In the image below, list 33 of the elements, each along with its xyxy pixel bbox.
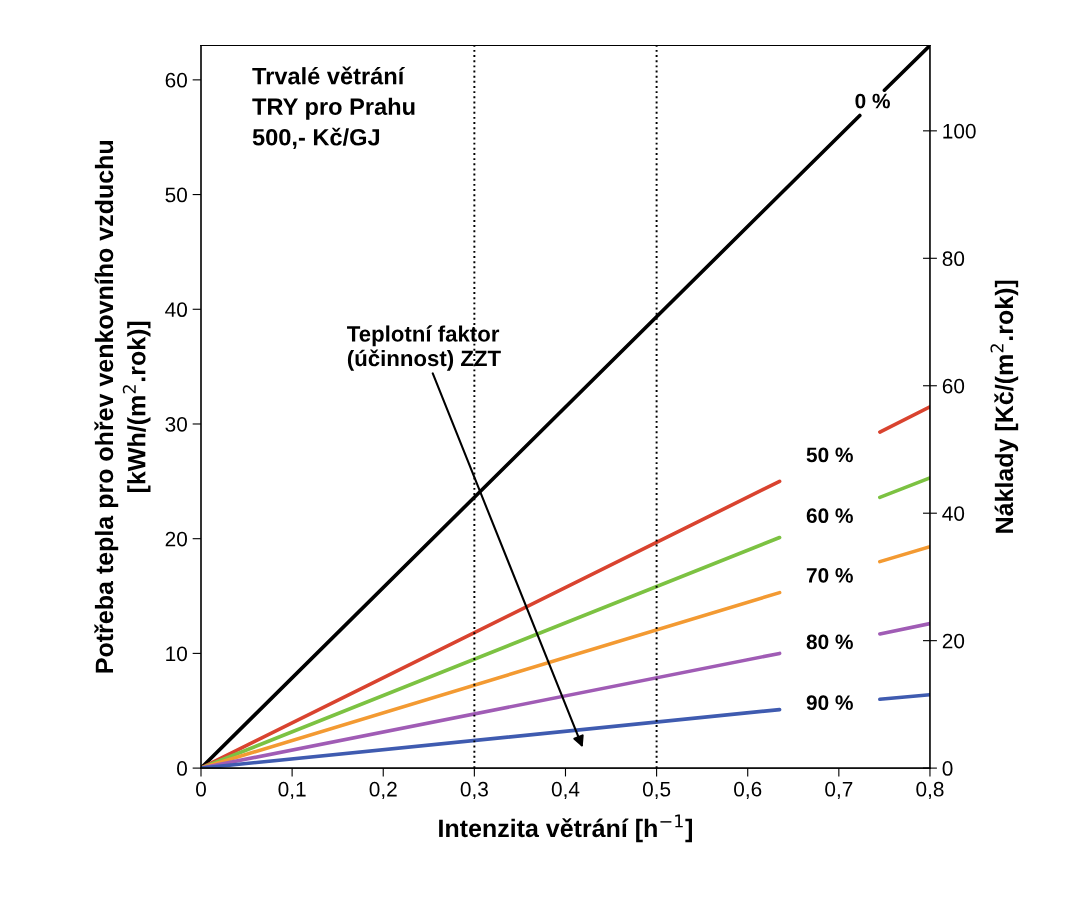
y-tick-label: 30 [165,416,187,432]
x-tick-label: 0,8 [916,781,944,800]
x-tick-label: 0,7 [825,781,853,800]
y2-tick-label: 80 [942,251,965,267]
y2-tick-label: 40 [942,506,965,521]
series-label: 70 % [806,567,853,583]
y-tick-label: 0 [177,761,187,776]
x-tick-label: 0,3 [460,781,488,800]
y-axis-title: Potřeba tepla pro ohřev venkovního vzduchu [kWh/(m$^{2}$.rok)] [94,141,151,673]
x-tick-label: 0,6 [734,781,762,800]
annotation: Trvalé větrání TRY pro Prahu 500,- Kč/GJ [252,66,415,150]
x-tick-label: 0 [196,781,206,797]
annotation: Teplotní faktor (účinnost) ZZT [347,325,501,371]
x-tick-label: 0,2 [369,781,397,800]
x-tick-label: 0,4 [551,781,580,800]
series-label: 0 % [855,93,890,109]
y2-tick-label: 100 [943,123,976,139]
y2-tick-label: 60 [942,378,965,394]
x-axis-title: Intenzita větrání [h$^{−1}$] [439,814,692,843]
x-tick-label: 0,1 [278,781,306,800]
y2-tick-label: 20 [942,633,965,649]
y-tick-label: 60 [165,72,187,88]
series-label: 90 % [806,695,853,711]
series-label: 50 % [806,447,853,463]
series-label: 80 % [806,634,853,650]
series-label: 60 % [806,508,853,524]
y2-tick-label: 0 [942,761,953,776]
y2-axis-title: Náklady [Kč/(m$^{2}$.rok)] [990,280,1019,533]
y-tick-label: 40 [165,302,187,318]
y-tick-label: 20 [165,531,187,547]
x-tick-label: 0,5 [642,781,671,800]
y-tick-label: 10 [166,646,187,662]
y-tick-label: 50 [165,187,187,203]
